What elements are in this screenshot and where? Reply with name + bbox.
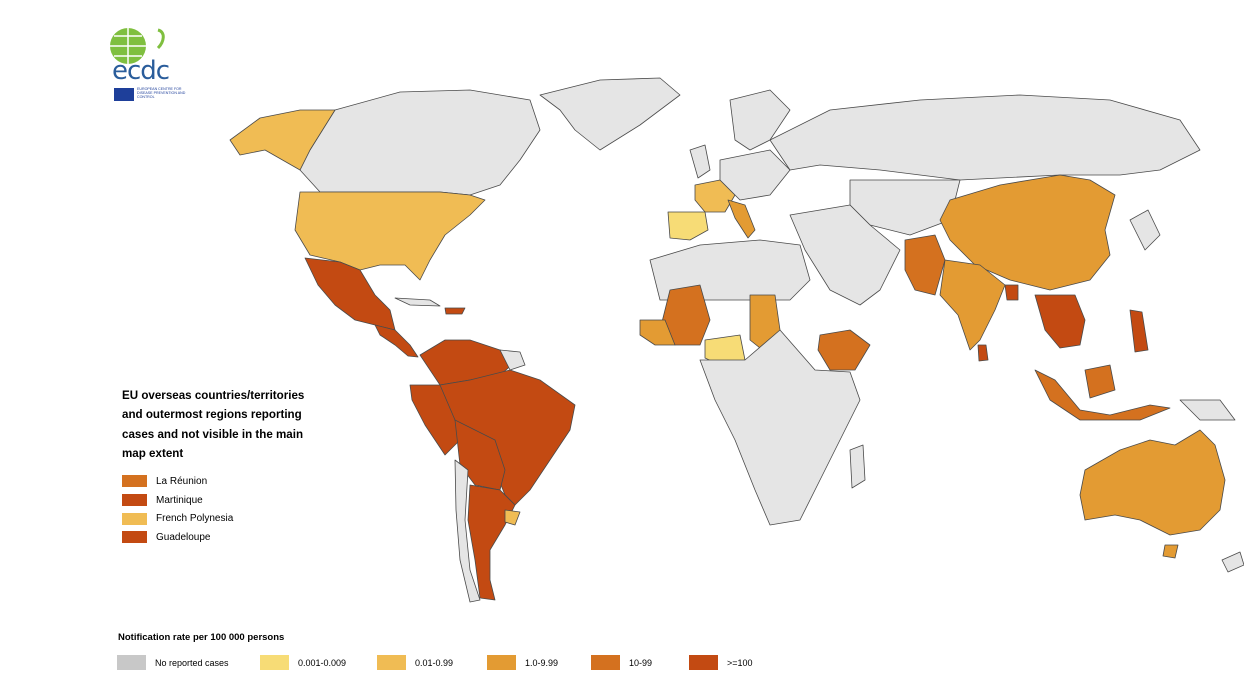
- eu-swatch-la-reunion: [122, 475, 147, 488]
- legend-item-class-4: 10-99: [591, 655, 652, 670]
- legend-item-class-1: 0.001-0.009: [260, 655, 346, 670]
- country-philippines: [1129, 309, 1149, 353]
- country-central-africa: [699, 329, 861, 526]
- legend-label: 0.01-0.99: [415, 657, 454, 668]
- eu-item-guadeloupe: Guadeloupe: [122, 528, 322, 547]
- logo-subtitle: EUROPEAN CENTRE FOR DISEASE PREVENTION A…: [137, 87, 186, 100]
- country-tasmania: [1162, 544, 1179, 559]
- country-new-zealand: [1221, 551, 1244, 573]
- country-china: [939, 174, 1116, 291]
- eu-swatch-french-polynesia: [122, 512, 147, 525]
- legend-swatch: [591, 655, 620, 670]
- legend-swatch: [260, 655, 289, 670]
- country-canada: [299, 89, 541, 196]
- country-papua: [1179, 399, 1236, 421]
- country-cuba: [394, 297, 441, 307]
- legend-label: 10-99: [629, 657, 653, 668]
- legend-item-class-3: 1.0-9.99: [487, 655, 558, 670]
- country-central-america: [374, 324, 419, 358]
- eu-label: French Polynesia: [156, 513, 234, 525]
- country-bangladesh: [1004, 284, 1019, 301]
- eu-item-martinique: Martinique: [122, 491, 322, 510]
- legend-title: Notification rate per 100 000 persons: [118, 632, 285, 643]
- country-usa: [294, 191, 486, 281]
- legend-swatch: [117, 655, 146, 670]
- country-mexico: [304, 257, 396, 331]
- country-middle-east: [789, 204, 901, 306]
- legend-label: 1.0-9.99: [525, 657, 559, 668]
- country-southeast-asia: [1034, 294, 1086, 349]
- eu-label: Guadeloupe: [156, 531, 211, 543]
- eu-overseas-legend: EU overseas countries/territories and ou…: [122, 386, 322, 547]
- country-uk: [689, 144, 711, 179]
- legend-label: No reported cases: [155, 657, 229, 668]
- eu-swatch-guadeloupe: [122, 531, 147, 544]
- eu-swatch-martinique: [122, 494, 147, 507]
- country-chile: [454, 459, 481, 603]
- country-uruguay: [504, 509, 521, 526]
- eu-label: La Réunion: [156, 475, 208, 487]
- legend-item-class-5: >=100: [689, 655, 753, 670]
- country-west-africa: [639, 319, 676, 346]
- country-sri-lanka: [977, 344, 989, 362]
- legend-label: 0.001-0.009: [298, 657, 347, 668]
- country-borneo: [1084, 364, 1116, 399]
- country-hispaniola: [444, 307, 466, 315]
- country-japan: [1129, 209, 1161, 251]
- country-spain: [667, 211, 709, 241]
- country-guianas: [499, 349, 526, 371]
- country-ethiopia: [817, 329, 871, 371]
- ecdc-globe-logo-icon: [110, 28, 165, 64]
- country-madagascar: [849, 444, 866, 489]
- legend-label: >=100: [727, 657, 753, 668]
- country-india: [939, 259, 1006, 351]
- logo-wordmark: ecdc: [112, 56, 170, 86]
- legend-item-no-cases: No reported cases: [117, 655, 229, 670]
- legend-swatch: [487, 655, 516, 670]
- country-italy: [727, 199, 756, 239]
- eu-item-la-reunion: La Réunion: [122, 472, 322, 491]
- country-russia: [769, 94, 1201, 181]
- legend-swatch: [689, 655, 718, 670]
- country-alaska: [229, 109, 336, 171]
- eu-item-french-polynesia: French Polynesia: [122, 509, 322, 528]
- country-argentina: [467, 484, 516, 601]
- country-indonesia: [1034, 369, 1171, 421]
- country-australia: [1079, 429, 1226, 536]
- eu-overseas-title: EU overseas countries/territories and ou…: [122, 389, 305, 460]
- country-central-europe: [719, 149, 791, 201]
- country-greenland: [539, 77, 681, 151]
- eu-label: Martinique: [156, 494, 203, 506]
- country-pakistan: [904, 234, 946, 296]
- eu-flag-icon: [114, 88, 134, 101]
- legend-item-class-2: 0.01-0.99: [377, 655, 453, 670]
- legend-swatch: [377, 655, 406, 670]
